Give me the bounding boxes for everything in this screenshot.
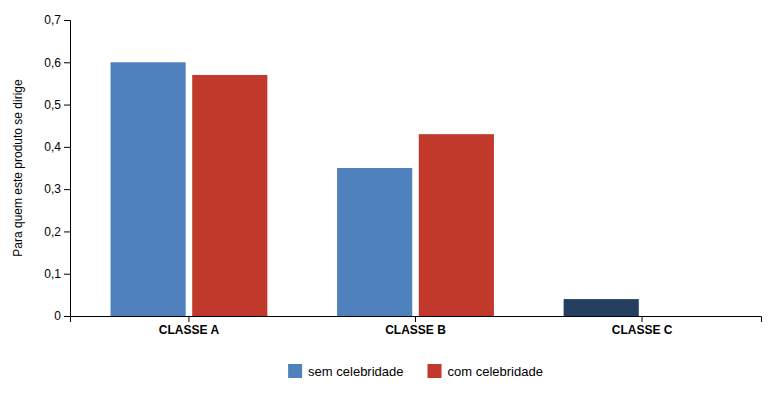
x-tick-label: CLASSE B bbox=[385, 323, 446, 337]
y-tick-label: 0,6 bbox=[44, 56, 61, 70]
y-tick: 0,6 bbox=[44, 56, 70, 70]
bar-series bbox=[111, 62, 639, 316]
x-tick: CLASSE C bbox=[612, 316, 673, 337]
bar bbox=[192, 75, 267, 316]
y-tick-mark bbox=[64, 316, 70, 317]
y-tick-mark bbox=[64, 189, 70, 190]
y-tick: 0,3 bbox=[44, 182, 70, 196]
bar bbox=[564, 299, 639, 316]
y-tick: 0,7 bbox=[44, 13, 70, 27]
legend-item: sem celebridade bbox=[288, 364, 403, 379]
y-tick: 0 bbox=[54, 309, 70, 323]
bar bbox=[645, 316, 720, 317]
y-tick-label: 0,2 bbox=[44, 225, 61, 239]
y-axis: 0 0,1 0,2 0,3 0,4 0,5 0,6 0,7 bbox=[44, 13, 70, 323]
bar bbox=[111, 62, 186, 316]
x-axis: CLASSE A CLASSE B CLASSE C bbox=[71, 316, 762, 337]
y-tick-label: 0 bbox=[54, 309, 61, 323]
x-tick-label: CLASSE C bbox=[612, 323, 673, 337]
legend-swatch bbox=[428, 364, 442, 378]
y-tick-label: 0,4 bbox=[44, 140, 61, 154]
legend-label: sem celebridade bbox=[308, 364, 403, 379]
x-tick: CLASSE A bbox=[159, 316, 220, 337]
y-tick: 0,4 bbox=[44, 140, 70, 154]
chart-svg: 00,10,20,30,40,50,60,7CLASSE ACLASSE BCL… bbox=[0, 0, 781, 396]
y-tick-mark bbox=[64, 62, 70, 63]
bar bbox=[337, 168, 412, 316]
x-tick-mark bbox=[415, 316, 416, 322]
x-tick: CLASSE B bbox=[385, 316, 446, 337]
y-tick-label: 0,3 bbox=[44, 182, 61, 196]
y-tick-mark bbox=[64, 147, 70, 148]
y-tick-mark bbox=[64, 231, 70, 232]
y-tick: 0,2 bbox=[44, 225, 70, 239]
y-axis-title: Para quem este produto se dirige bbox=[11, 79, 25, 257]
y-tick-label: 0,1 bbox=[44, 267, 61, 281]
y-tick-mark bbox=[64, 105, 70, 106]
y-tick-label: 0,5 bbox=[44, 98, 61, 112]
plot: 00,10,20,30,40,50,60,7CLASSE ACLASSE BCL… bbox=[11, 13, 762, 336]
bar bbox=[419, 134, 494, 316]
y-axis-line bbox=[64, 21, 71, 317]
legend-swatch bbox=[288, 364, 302, 378]
chart-container: 00,10,20,30,40,50,60,7CLASSE ACLASSE BCL… bbox=[0, 0, 781, 396]
y-tick: 0,1 bbox=[44, 267, 70, 281]
y-tick-mark bbox=[64, 274, 70, 275]
x-tick-mark bbox=[188, 316, 189, 322]
legend-label: com celebridade bbox=[448, 364, 543, 379]
x-tick-label: CLASSE A bbox=[159, 323, 220, 337]
y-tick-mark bbox=[64, 20, 70, 21]
x-axis-line bbox=[71, 317, 762, 323]
legend-item: com celebridade bbox=[428, 364, 543, 379]
bar-series bbox=[192, 75, 494, 316]
y-tick: 0,5 bbox=[44, 98, 70, 112]
bars bbox=[111, 62, 639, 316]
legend: sem celebridade com celebridade bbox=[288, 364, 543, 379]
x-tick-mark bbox=[642, 316, 643, 322]
y-tick-label: 0,7 bbox=[44, 13, 61, 27]
